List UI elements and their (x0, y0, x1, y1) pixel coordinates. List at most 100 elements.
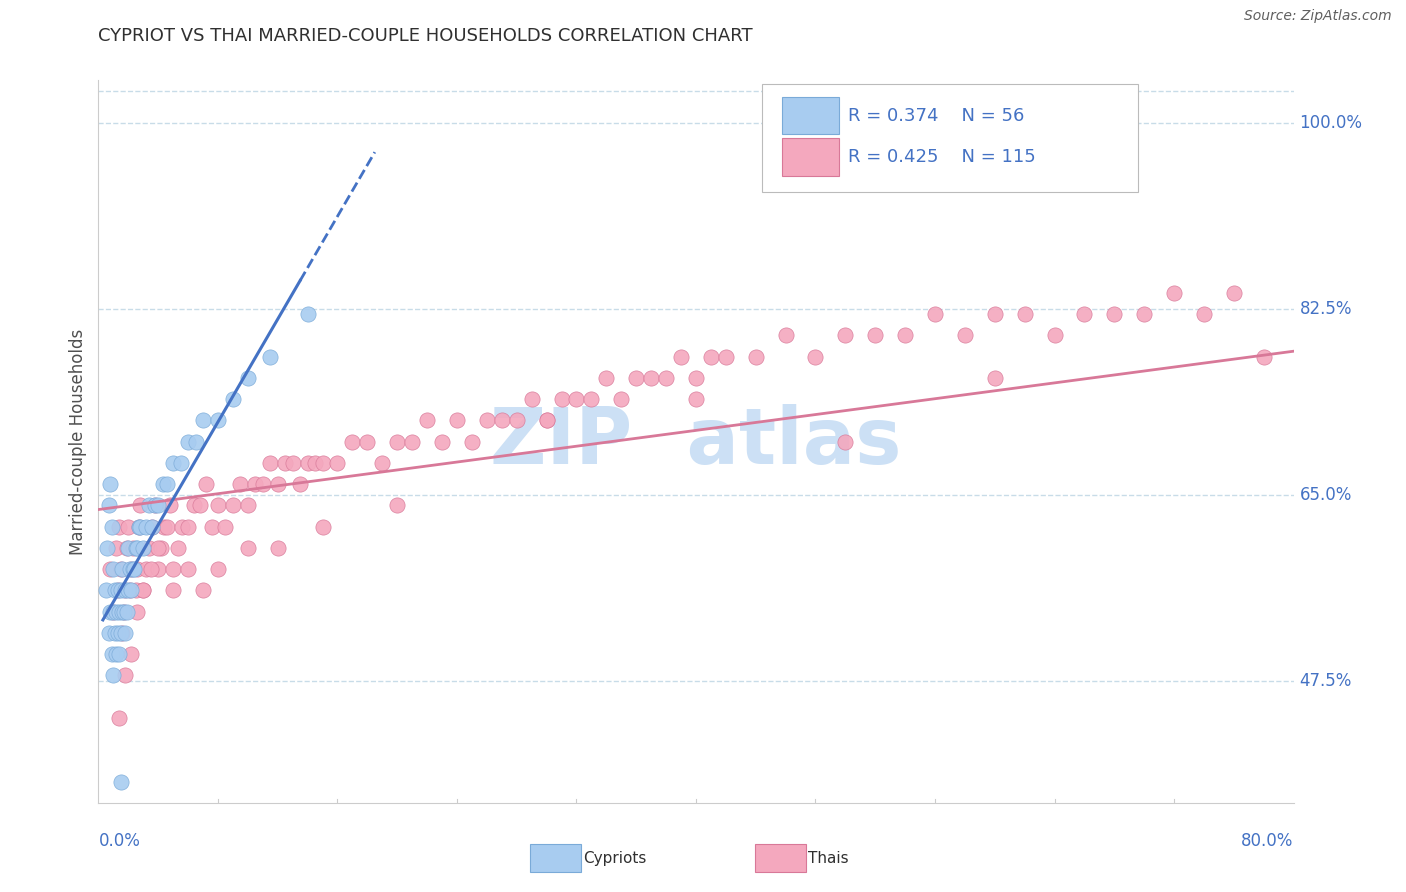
Point (101, 519, 124, 533)
Point (148, 562, 170, 576)
Point (222, 498, 245, 512)
Point (610, 392, 633, 406)
Point (132, 583, 155, 598)
Point (115, 605, 138, 619)
Point (139, 562, 162, 576)
Point (865, 328, 887, 343)
Point (105, 605, 128, 619)
FancyBboxPatch shape (782, 138, 839, 176)
Point (150, 541, 173, 555)
Point (107, 625, 129, 640)
Point (103, 605, 125, 619)
Point (166, 541, 188, 555)
Point (129, 498, 152, 512)
FancyBboxPatch shape (762, 84, 1139, 193)
Point (274, 456, 297, 470)
Point (124, 562, 146, 576)
Point (207, 498, 229, 512)
Point (120, 562, 142, 576)
Point (135, 519, 157, 533)
Point (259, 456, 281, 470)
Point (98, 477, 122, 491)
Point (148, 498, 170, 512)
Point (236, 541, 259, 555)
Point (104, 583, 127, 598)
Text: 0.0%: 0.0% (98, 831, 141, 850)
Point (121, 562, 143, 576)
Point (245, 477, 267, 491)
Point (138, 498, 160, 512)
Text: Thais: Thais (808, 851, 849, 865)
Point (565, 392, 588, 406)
Point (111, 562, 134, 576)
Point (177, 434, 200, 449)
Point (207, 562, 229, 576)
Point (127, 605, 149, 619)
Point (416, 413, 439, 427)
Point (108, 519, 131, 533)
Point (342, 434, 364, 449)
Point (143, 498, 166, 512)
Point (114, 583, 136, 598)
Text: 80.0%: 80.0% (1241, 831, 1294, 850)
Text: CYPRIOT VS THAI MARRIED-COUPLE HOUSEHOLDS CORRELATION CHART: CYPRIOT VS THAI MARRIED-COUPLE HOUSEHOLD… (98, 27, 754, 45)
Point (177, 562, 200, 576)
Point (924, 307, 946, 321)
Text: Cypriots: Cypriots (583, 851, 647, 865)
Point (120, 583, 142, 598)
Point (311, 519, 333, 533)
Point (105, 541, 128, 555)
Point (107, 583, 129, 598)
Point (191, 413, 214, 427)
Point (183, 498, 205, 512)
Point (297, 456, 319, 470)
Point (288, 477, 311, 491)
Point (222, 392, 245, 406)
Point (110, 774, 132, 789)
Point (118, 562, 141, 576)
Point (152, 477, 174, 491)
Point (311, 456, 333, 470)
Point (156, 477, 179, 491)
Point (98, 605, 122, 619)
Point (714, 350, 737, 364)
Point (385, 434, 409, 449)
Point (1163, 285, 1185, 300)
Point (1014, 307, 1036, 321)
Text: R = 0.374    N = 56: R = 0.374 N = 56 (848, 107, 1024, 125)
Point (110, 583, 132, 598)
Point (834, 328, 856, 343)
Point (112, 605, 135, 619)
Point (94, 583, 117, 598)
Point (159, 498, 181, 512)
Point (127, 541, 149, 555)
Point (953, 328, 976, 343)
Point (685, 392, 707, 406)
Point (172, 519, 194, 533)
Point (201, 519, 224, 533)
Point (188, 498, 211, 512)
Point (207, 413, 229, 427)
Point (804, 350, 827, 364)
Point (128, 519, 150, 533)
Text: 47.5%: 47.5% (1299, 672, 1353, 690)
Point (97, 625, 120, 640)
Point (141, 519, 163, 533)
Point (745, 350, 768, 364)
Point (281, 456, 304, 470)
Point (304, 456, 326, 470)
Point (581, 392, 603, 406)
Point (267, 477, 290, 491)
Point (148, 541, 170, 555)
Text: 100.0%: 100.0% (1299, 114, 1362, 132)
Point (135, 562, 157, 576)
Point (536, 413, 558, 427)
Point (536, 413, 558, 427)
Point (685, 371, 707, 385)
Point (191, 583, 214, 598)
Point (356, 434, 378, 449)
Point (520, 392, 543, 406)
FancyBboxPatch shape (782, 97, 839, 135)
Point (655, 371, 678, 385)
Point (118, 583, 141, 598)
